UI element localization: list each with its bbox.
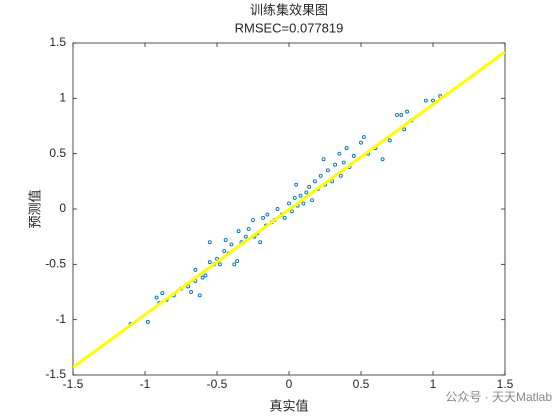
point (160, 291, 165, 296)
point (189, 290, 194, 294)
x-tick-label: -0.5 (207, 377, 228, 391)
point (338, 173, 343, 178)
point (236, 229, 241, 234)
point (304, 190, 309, 195)
point (431, 98, 435, 103)
point (312, 179, 317, 184)
point (289, 209, 294, 214)
point (337, 151, 342, 156)
point (318, 173, 323, 178)
point (258, 240, 263, 245)
point (229, 242, 234, 247)
plot-content (73, 50, 505, 369)
y-tick-label: 0.5 (49, 146, 66, 160)
y-tick-label: -1 (55, 312, 66, 326)
point (232, 262, 237, 267)
point (325, 168, 330, 173)
point (298, 193, 303, 198)
point (341, 160, 346, 165)
point (423, 98, 428, 103)
point (310, 198, 314, 203)
x-tick-label: -1 (140, 377, 151, 391)
y-tick-label: 1 (59, 91, 66, 105)
point (351, 153, 356, 158)
point (405, 109, 410, 114)
point (243, 234, 248, 239)
point (292, 195, 297, 200)
point (282, 215, 287, 220)
y-tick-label: -0.5 (45, 257, 66, 271)
watermark: 公众号 · 天天Matlab (445, 390, 552, 404)
y-tick-label: -1.5 (45, 367, 66, 381)
point (387, 138, 392, 143)
x-tick-label: -1.5 (63, 377, 84, 391)
point (261, 215, 266, 220)
point (344, 146, 349, 151)
point (402, 127, 407, 132)
point (265, 212, 270, 217)
point (217, 262, 222, 267)
point (197, 293, 202, 298)
point (251, 218, 255, 223)
point (307, 184, 312, 189)
point (235, 259, 240, 263)
x-axis-label: 真实值 (269, 399, 308, 415)
y-axis-label: 预测值 (28, 189, 44, 228)
point (361, 135, 366, 140)
point (333, 162, 338, 167)
point (294, 182, 299, 187)
x-tick-label: 1 (430, 377, 437, 391)
fit-line (73, 50, 505, 369)
x-tick-label: 1.5 (497, 377, 514, 391)
point (359, 140, 363, 145)
point (301, 201, 306, 206)
point (203, 273, 208, 278)
y-tick-label: 0 (59, 201, 66, 215)
point (207, 240, 212, 245)
point (223, 238, 228, 242)
point (222, 249, 227, 254)
chart-title: 训练集效果图 (250, 2, 328, 17)
point (287, 201, 291, 206)
point (193, 267, 198, 272)
point (395, 112, 399, 117)
point (154, 295, 159, 300)
point (399, 112, 404, 117)
point (145, 319, 150, 324)
point (246, 226, 251, 231)
point (200, 275, 205, 280)
x-tick-label: 0.5 (353, 377, 370, 391)
x-tick-label: 0 (286, 377, 293, 391)
y-tick-label: 1.5 (49, 35, 66, 49)
chart-subtitle: RMSEC=0.077819 (235, 20, 344, 35)
point (275, 207, 280, 211)
point (321, 157, 326, 162)
point (380, 157, 385, 162)
point (207, 260, 212, 265)
